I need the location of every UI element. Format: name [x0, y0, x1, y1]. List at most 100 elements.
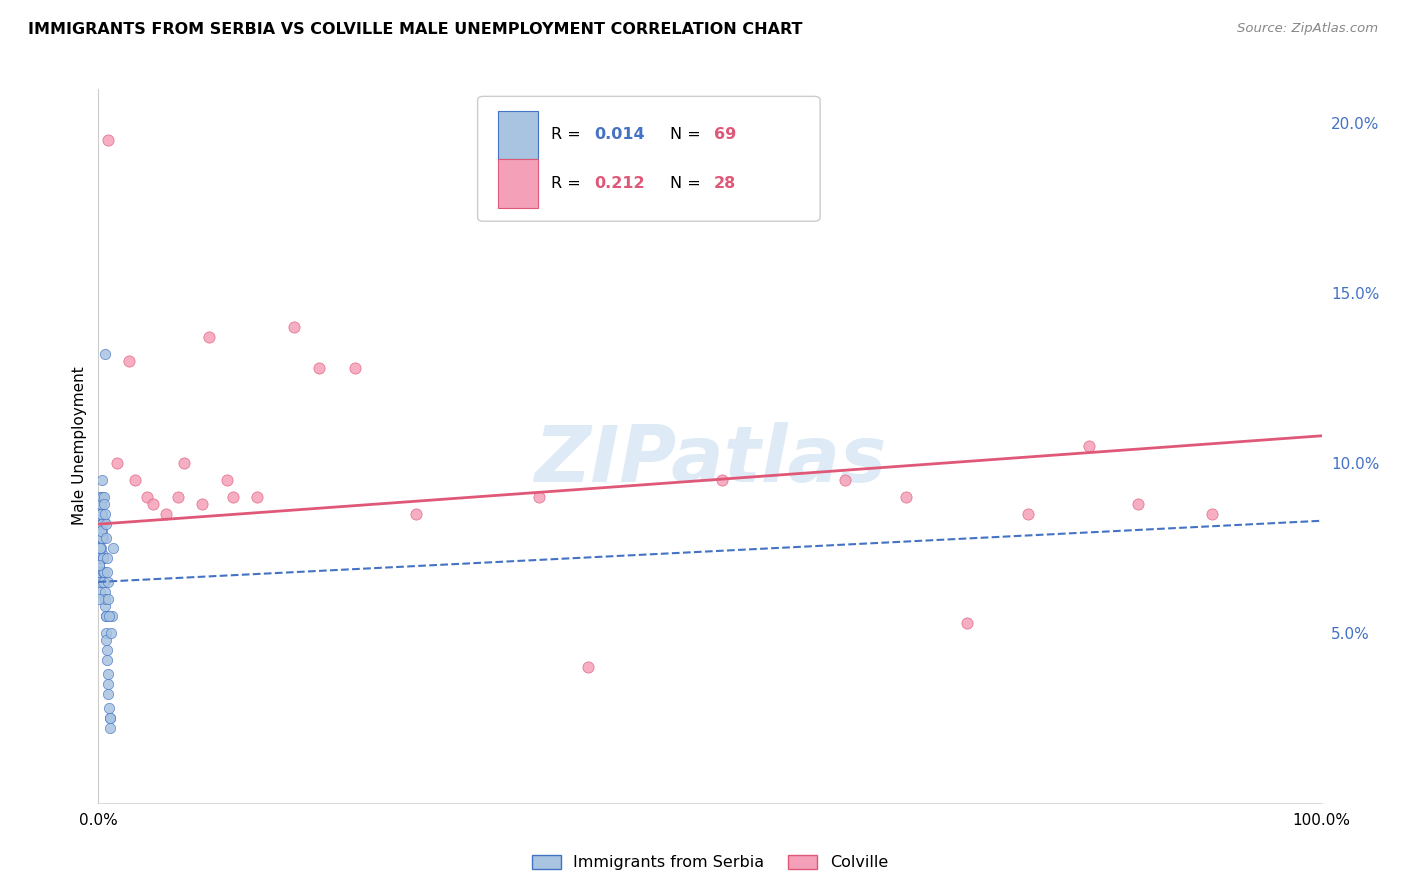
Point — [91, 551, 114, 566]
Point — [91, 473, 114, 487]
Point — [98, 608, 121, 623]
Point — [94, 608, 117, 623]
Y-axis label: Male Unemployment: Male Unemployment — [72, 367, 87, 525]
Point — [90, 524, 112, 538]
Point — [101, 541, 124, 555]
Point — [98, 711, 121, 725]
Point — [93, 497, 115, 511]
Point — [1017, 507, 1039, 521]
Point — [89, 558, 111, 572]
Bar — [498, 159, 537, 208]
Point — [89, 558, 111, 572]
Point — [90, 497, 112, 511]
Point — [894, 490, 917, 504]
Point — [90, 551, 112, 566]
Point — [100, 608, 122, 623]
Point — [94, 608, 117, 623]
Point — [87, 591, 110, 606]
Point — [97, 687, 120, 701]
Text: N =: N = — [669, 128, 706, 143]
Point — [344, 360, 367, 375]
Point — [89, 585, 111, 599]
Point — [93, 565, 115, 579]
Point — [87, 551, 110, 566]
Point — [308, 360, 330, 375]
Point — [96, 551, 118, 566]
Point — [197, 330, 219, 344]
Point — [91, 531, 114, 545]
Text: R =: R = — [551, 128, 586, 143]
Legend: Immigrants from Serbia, Colville: Immigrants from Serbia, Colville — [526, 848, 894, 877]
Point — [97, 574, 120, 589]
Point — [89, 531, 111, 545]
Point — [89, 565, 111, 579]
FancyBboxPatch shape — [478, 96, 820, 221]
Point — [91, 551, 114, 566]
Point — [93, 347, 115, 361]
Point — [576, 660, 599, 674]
Point — [94, 517, 117, 532]
Point — [94, 531, 117, 545]
Point — [94, 626, 117, 640]
Point — [956, 615, 979, 630]
Point — [124, 473, 146, 487]
Point — [97, 666, 120, 681]
Point — [89, 541, 111, 555]
Point — [142, 497, 165, 511]
Bar — [498, 111, 537, 159]
Point — [90, 507, 112, 521]
Point — [105, 456, 128, 470]
Text: R =: R = — [551, 176, 586, 191]
Point — [94, 599, 117, 613]
Point — [173, 456, 195, 470]
Point — [97, 133, 120, 147]
Point — [96, 632, 118, 647]
Point — [1128, 497, 1150, 511]
Point — [90, 490, 112, 504]
Point — [90, 507, 112, 521]
Point — [89, 541, 111, 555]
Point — [91, 565, 114, 579]
Point — [100, 721, 122, 735]
Point — [136, 490, 159, 504]
Point — [97, 677, 120, 691]
Point — [91, 524, 114, 538]
Point — [91, 507, 114, 521]
Point — [90, 541, 112, 555]
Point — [98, 711, 121, 725]
Point — [93, 514, 115, 528]
Point — [90, 517, 112, 532]
Point — [89, 490, 111, 504]
Point — [91, 574, 114, 589]
Text: N =: N = — [669, 176, 706, 191]
Point — [89, 565, 111, 579]
Point — [90, 524, 112, 538]
Text: IMMIGRANTS FROM SERBIA VS COLVILLE MALE UNEMPLOYMENT CORRELATION CHART: IMMIGRANTS FROM SERBIA VS COLVILLE MALE … — [28, 22, 803, 37]
Text: ZIPatlas: ZIPatlas — [534, 422, 886, 499]
Point — [834, 473, 856, 487]
Point — [91, 531, 114, 545]
Point — [93, 490, 115, 504]
Point — [527, 490, 550, 504]
Point — [222, 490, 245, 504]
Point — [1078, 439, 1101, 453]
Point — [90, 517, 112, 532]
Point — [100, 626, 122, 640]
Point — [97, 591, 120, 606]
Text: 28: 28 — [714, 176, 735, 191]
Point — [94, 507, 117, 521]
Point — [167, 490, 190, 504]
Point — [90, 531, 112, 545]
Point — [96, 565, 118, 579]
Text: Source: ZipAtlas.com: Source: ZipAtlas.com — [1237, 22, 1378, 36]
Point — [246, 490, 269, 504]
Point — [93, 585, 115, 599]
Point — [1201, 507, 1223, 521]
Point — [89, 574, 111, 589]
Text: 69: 69 — [714, 128, 735, 143]
Point — [94, 591, 117, 606]
Point — [191, 497, 214, 511]
Point — [98, 700, 121, 714]
Point — [155, 507, 177, 521]
Point — [90, 497, 112, 511]
